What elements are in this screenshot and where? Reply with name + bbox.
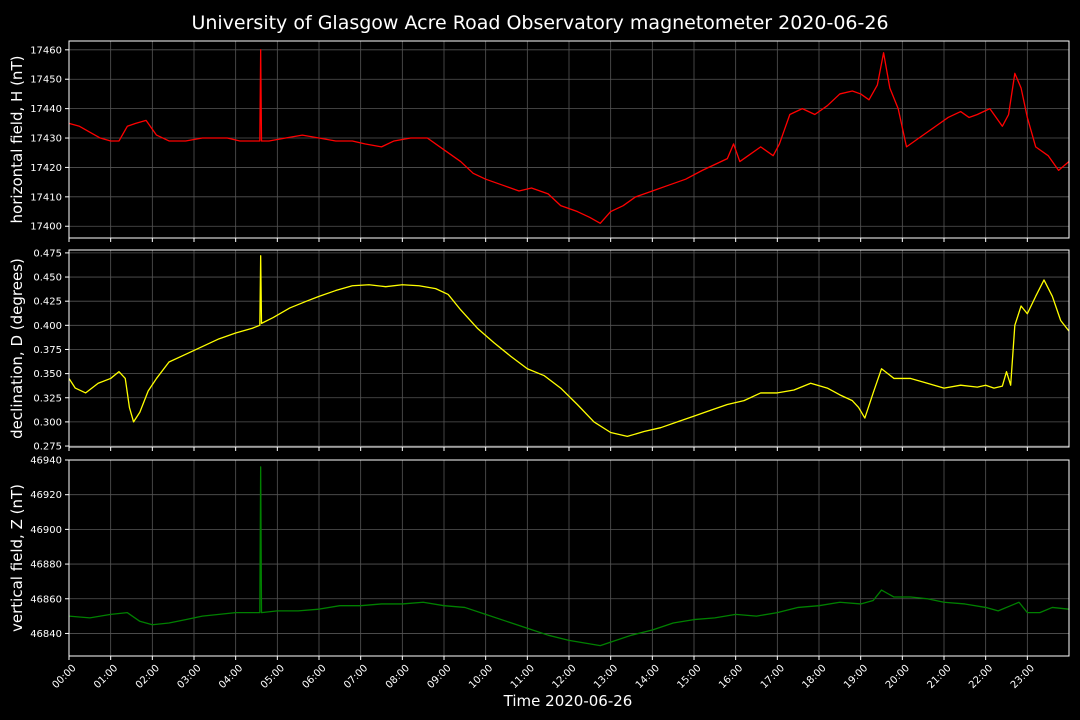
panel-h-frame xyxy=(68,40,1070,239)
x-tick-label: 09:00 xyxy=(425,663,453,691)
x-tick-label: 18:00 xyxy=(800,663,828,691)
x-tick-label: 14:00 xyxy=(634,663,662,691)
panel-z-ytick-label: 46880 xyxy=(30,560,62,571)
x-axis-label: Time 2020-06-26 xyxy=(503,692,633,710)
panel-d-ytick-label: 0.325 xyxy=(33,393,62,404)
panel-d-ytick-label: 0.275 xyxy=(33,442,62,453)
x-tick-label: 10:00 xyxy=(467,663,495,691)
panel-d-ytick-label: 0.450 xyxy=(33,273,62,284)
panel-z-ytick-label: 46840 xyxy=(30,629,62,640)
x-tick-label: 17:00 xyxy=(759,663,787,691)
panel-z-frame xyxy=(68,459,1070,657)
panel-d-ytick-label: 0.400 xyxy=(33,321,62,332)
panel-d-ytick-label: 0.350 xyxy=(33,369,62,380)
x-tick-label: 04:00 xyxy=(217,663,245,691)
panel-z-series-line xyxy=(68,466,1070,647)
panel-h: 17400 17410 17420 17430 17440 17450 17460 horiz… xyxy=(8,40,1070,242)
panel-d-ytick-label: 0.425 xyxy=(33,297,62,308)
x-tick-label: 15:00 xyxy=(675,663,703,691)
x-tick-label: 08:00 xyxy=(384,663,412,691)
panels-layer: 17400 17410 17420 17430 17440 17450 17460 horiz… xyxy=(8,40,1070,660)
panel-d-frame xyxy=(68,249,1070,448)
x-tick-label: 01:00 xyxy=(92,663,120,691)
panel-d-ytick-label: 0.475 xyxy=(33,248,62,259)
panel-d: 0.275 0.300 0.325 0.350 0.375 0.400 0.425 0.450… xyxy=(8,248,1070,453)
x-tick-label: 12:00 xyxy=(550,663,578,691)
x-tick-label: 05:00 xyxy=(259,663,287,691)
x-tick-label: 20:00 xyxy=(884,663,912,691)
x-tick-label: 23:00 xyxy=(1009,663,1037,691)
panel-h-ytick-label: 17440 xyxy=(30,104,62,115)
panel-h-ytick-label: 17400 xyxy=(30,222,62,233)
x-tick-label: 11:00 xyxy=(509,663,537,691)
x-tick-label: 22:00 xyxy=(967,663,995,691)
panel-d-ytick-label: 0.375 xyxy=(33,345,62,356)
x-tick-label: 19:00 xyxy=(842,663,870,691)
panel-h-ytick-label: 17450 xyxy=(30,75,62,86)
panel-h-ytick-label: 17430 xyxy=(30,134,62,145)
x-axis: 00:00 01:00 02:00 03:00 04:00 05:00 06:00 07:00… xyxy=(50,663,1036,691)
panel-z-ytick-label: 46860 xyxy=(30,594,62,605)
panel-h-ytick-label: 17460 xyxy=(30,45,62,56)
panel-h-y-axis-label: horizontal field, H (nT) xyxy=(8,56,26,224)
panel-h-ytick-label: 17420 xyxy=(30,163,62,174)
x-tick-label: 21:00 xyxy=(925,663,953,691)
x-tick-label: 07:00 xyxy=(342,663,370,691)
x-tick-label: 13:00 xyxy=(592,663,620,691)
chart-title: University of Glasgow Acre Road Observat… xyxy=(191,12,888,34)
panel-z-ytick-label: 46920 xyxy=(30,490,62,501)
panel-z: 46840 46860 46880 46900 46920 46940 vertical f… xyxy=(8,456,1070,660)
panel-d-y-axis-label: declination, D (degrees) xyxy=(8,258,26,439)
x-tick-label: 02:00 xyxy=(134,663,162,691)
x-tick-label: 06:00 xyxy=(300,663,328,691)
panel-h-ytick-label: 17410 xyxy=(30,192,62,203)
x-tick-label: 16:00 xyxy=(717,663,745,691)
panel-z-y-axis-label: vertical field, Z (nT) xyxy=(8,484,26,632)
panel-h-series-line xyxy=(68,49,1070,224)
panel-d-series-line xyxy=(68,255,1070,438)
panel-d-ytick-label: 0.300 xyxy=(33,417,62,428)
panel-z-ytick-label: 46940 xyxy=(30,456,62,467)
x-tick-label: 00:00 xyxy=(50,663,78,691)
panel-z-ytick-label: 46900 xyxy=(30,525,62,536)
x-tick-label: 03:00 xyxy=(175,663,203,691)
